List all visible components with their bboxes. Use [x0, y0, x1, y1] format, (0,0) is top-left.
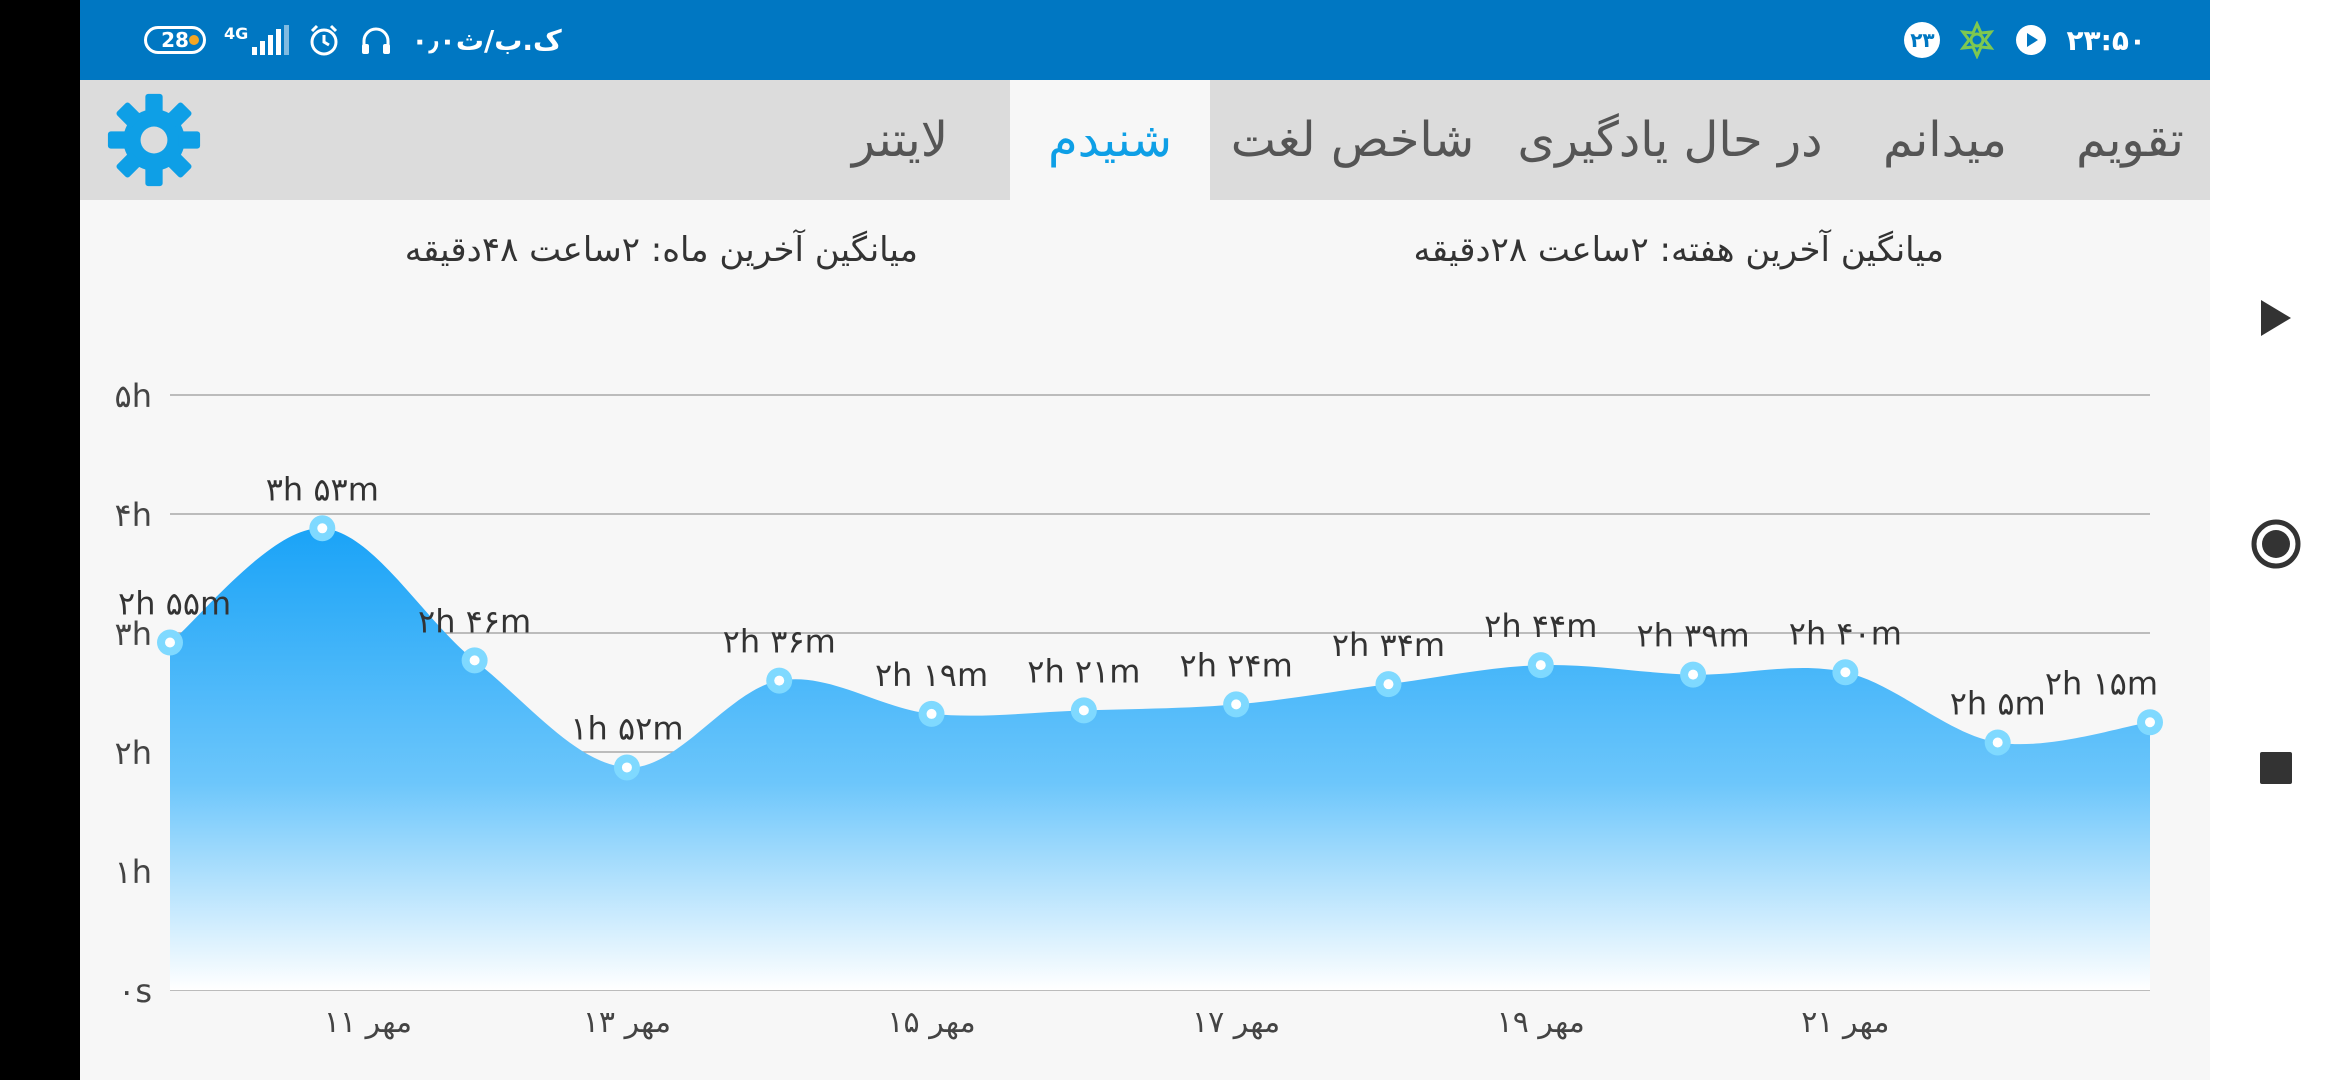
clock: ۲۳:۵۰	[2066, 23, 2146, 57]
data-point-center	[774, 675, 785, 686]
y-tick-label: ۳h	[115, 615, 152, 653]
signal-icon	[252, 25, 290, 55]
tab-heard-label: شنیدم	[1047, 112, 1173, 168]
home-circle-icon[interactable]	[2250, 518, 2302, 570]
tab-word-index[interactable]: شاخص لغت	[1215, 80, 1490, 200]
data-point-center	[1078, 705, 1089, 716]
tab-bar: تقویم میدانم در حال یادگیری شاخص لغت شنی…	[80, 80, 2210, 200]
monthly-average: میانگین آخرین ماه: ۲ساعت ۴۸دقیقه	[404, 230, 918, 270]
x-tick-label: ۱۱ مهر	[324, 1005, 412, 1040]
data-point-center	[1992, 737, 2003, 748]
chart-area	[170, 528, 2150, 990]
x-tick-label: ۲۱ مهر	[1801, 1005, 1889, 1040]
notification-badge-count: ۲۳	[1910, 28, 1935, 52]
tab-heard[interactable]: شنیدم	[1010, 80, 1210, 200]
battery-dot	[189, 35, 199, 45]
data-point-center	[317, 523, 328, 534]
y-tick-label: ۵h	[115, 377, 152, 415]
tab-calendar-label: تقویم	[2076, 112, 2184, 168]
x-tick-label: ۱۷ مهر	[1192, 1005, 1280, 1040]
navigation-bar	[2210, 0, 2340, 1080]
data-label: ۲h ۲۱m	[1027, 652, 1140, 690]
data-label: ۲h ۱۵m	[2045, 664, 2158, 702]
y-tick-label: ۴h	[115, 496, 152, 534]
tab-calendar[interactable]: تقویم	[2050, 80, 2210, 200]
data-point-center	[1535, 660, 1546, 671]
data-label: ۲h ۴۴m	[1484, 607, 1597, 645]
x-tick-label: ۱۵ مهر	[887, 1005, 975, 1040]
data-label: ۲h ۳۶m	[723, 623, 836, 661]
point-labels: ۲h ۵۵m ۳h ۵۳m ۲h ۴۶m ۱h ۵۲m ۲h ۳۶m ۲h ۱۹m ۲h ۲…	[118, 470, 2158, 747]
back-triangle-icon[interactable]	[2257, 298, 2293, 338]
weekly-average: میانگین آخرین هفته: ۲ساعت ۲۸دقیقه	[1413, 230, 1945, 270]
battery-icon: 28	[144, 26, 206, 54]
data-point-center	[1688, 669, 1699, 680]
x-tick-label: ۱۳ مهر	[583, 1005, 671, 1040]
tab-word-index-label: شاخص لغت	[1230, 112, 1475, 168]
tab-learning[interactable]: در حال یادگیری	[1500, 80, 1840, 200]
data-label: ۲h ۲۴m	[1180, 646, 1293, 684]
data-point-center	[1231, 699, 1242, 710]
flower-icon	[1960, 21, 1995, 59]
status-bar: 28 4G ۰٫۰ک.ب/ث ۲۳	[80, 0, 2210, 80]
data-point-center	[926, 708, 937, 719]
data-label: ۲h ۳۴m	[1332, 626, 1445, 664]
network-type: 4G	[224, 23, 249, 43]
headphones-icon	[362, 27, 391, 54]
recents-square-icon[interactable]	[2258, 750, 2294, 786]
data-label: ۲h ۵۵m	[118, 585, 231, 623]
data-point-center	[1383, 679, 1394, 690]
status-bar-left: 28 4G ۰٫۰ک.ب/ث	[144, 0, 562, 80]
status-bar-right: ۲۳ ۲۳:۵۰	[1904, 0, 2146, 80]
data-point-center	[621, 762, 632, 773]
play-circle-icon	[2016, 25, 2047, 55]
listening-chart: ۰s ۱h ۲h ۳h ۴h ۵h ۱۱ مهر ۱۳ مهر ۱۵ مهر ۱۷ مهر ۱۹ …	[115, 377, 2163, 1040]
tab-leitner-label: لایتنر	[851, 112, 949, 168]
data-point-center	[165, 637, 175, 648]
battery-level: 28	[161, 28, 189, 52]
y-tick-label: ۰s	[118, 972, 152, 1010]
tab-known[interactable]: میدانم	[1850, 80, 2040, 200]
y-axis-labels: ۰s ۱h ۲h ۳h ۴h ۵h	[115, 377, 152, 1010]
data-point-center	[2145, 717, 2155, 728]
app-screen: 28 4G ۰٫۰ک.ب/ث ۲۳	[80, 0, 2210, 1080]
data-label: ۲h ۵m	[1950, 684, 2046, 722]
y-tick-label: ۱h	[115, 853, 152, 891]
data-label: ۲h ۳۹m	[1636, 617, 1749, 655]
chart-markers	[157, 515, 2163, 781]
tab-learning-label: در حال یادگیری	[1517, 112, 1823, 168]
data-point-center	[1840, 667, 1851, 678]
data-label: ۲h ۴۶m	[418, 602, 531, 640]
tab-known-label: میدانم	[1882, 112, 2008, 168]
notification-badge-icon: ۲۳	[1904, 22, 1941, 58]
x-axis-labels: ۱۱ مهر ۱۳ مهر ۱۵ مهر ۱۷ مهر ۱۹ مهر ۲۱ مهر	[324, 1005, 1890, 1040]
data-label: ۳h ۵۳m	[266, 470, 379, 508]
alarm-icon	[310, 24, 338, 56]
settings-gear-icon[interactable]	[106, 92, 202, 188]
x-tick-label: ۱۹ مهر	[1497, 1005, 1585, 1040]
network-speed: ۰٫۰ک.ب/ث	[411, 23, 562, 57]
data-label: ۲h ۴۰m	[1789, 614, 1902, 652]
tab-leitner[interactable]: لایتنر	[800, 80, 1000, 200]
data-label: ۲h ۱۹m	[875, 656, 988, 694]
data-point-center	[469, 655, 480, 666]
data-label: ۱h ۵۲m	[570, 709, 683, 747]
y-tick-label: ۲h	[115, 734, 152, 772]
